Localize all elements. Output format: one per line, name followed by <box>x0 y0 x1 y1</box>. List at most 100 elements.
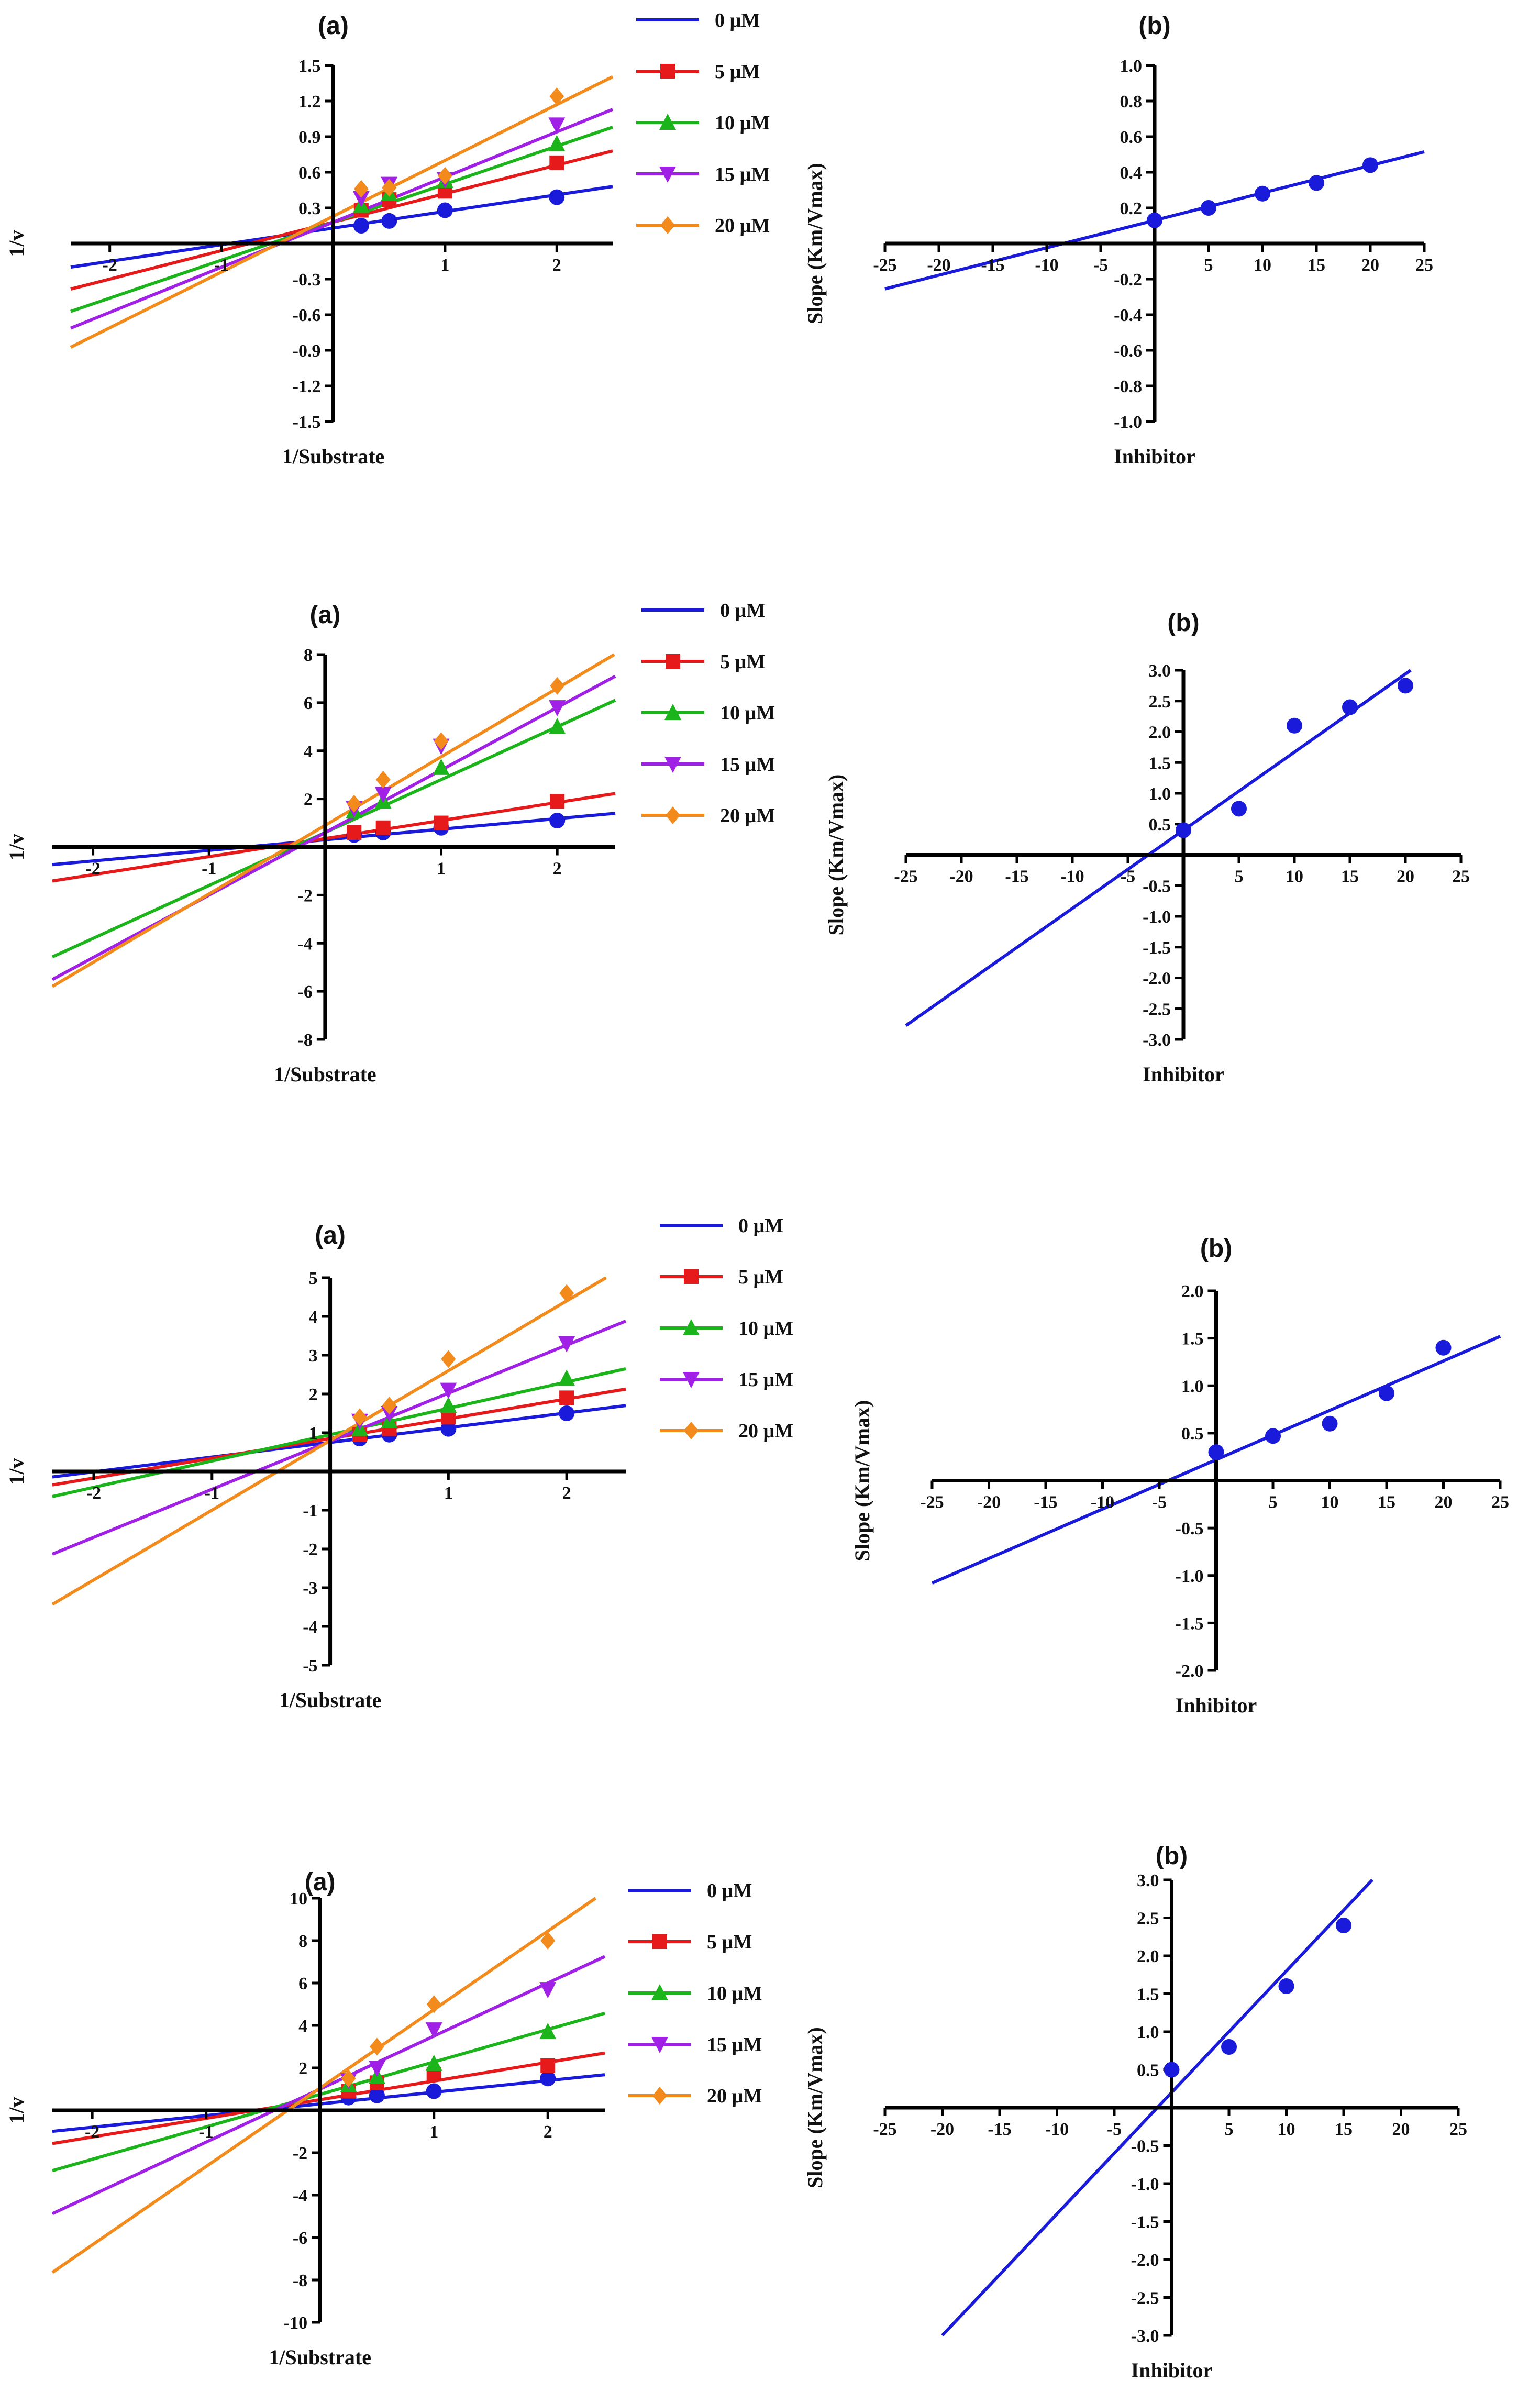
legend-marker-r3a-10 <box>683 1319 700 1335</box>
y-tick-label-r4b: 1.5 <box>1137 1985 1159 2005</box>
y-tick-label-r3a: -2 <box>303 1540 317 1559</box>
data-point-r4a-20-3 <box>540 1932 556 1950</box>
data-point-r2b-0-4 <box>1398 678 1413 694</box>
data-point-r2a-10-2 <box>433 758 450 775</box>
y-tick-label-r2a: -4 <box>298 934 313 954</box>
y-tick-label-r4a: -10 <box>284 2313 307 2333</box>
x-tick-label-r1b: -25 <box>873 256 896 275</box>
legend-marker-r1a-10 <box>659 114 676 130</box>
legend-marker-r2a-20 <box>666 806 680 824</box>
y-tick-label-r1b: 0.8 <box>1120 92 1143 112</box>
y-tick-label-r2a: 8 <box>304 646 313 665</box>
x-tick-label-r2b: -15 <box>1005 867 1028 887</box>
x-axis-title-r3a: 1/Substrate <box>279 1688 382 1712</box>
fit-line-r3a-15 <box>51 1320 627 1556</box>
y-tick-label-r4b: 2.0 <box>1137 1947 1159 1966</box>
x-tick-label-r2b: -25 <box>894 867 917 887</box>
x-tick-label-r2a: 1 <box>437 859 446 879</box>
y-tick-label-r4a: -4 <box>293 2186 307 2206</box>
legend-marker-r4a-15 <box>651 2037 668 2053</box>
x-tick-label-r4b: -20 <box>930 2120 954 2139</box>
legend-label-r3a-10: 10 µM <box>738 1317 793 1339</box>
y-tick-label-r3a: -5 <box>303 1656 317 1676</box>
data-point-r2a-5-2 <box>434 815 449 830</box>
data-point-r1a-20-0 <box>353 180 369 198</box>
x-tick-label-r2b: 25 <box>1452 867 1470 887</box>
x-tick-label-r1b: 20 <box>1361 256 1379 275</box>
y-tick-label-r2a: -6 <box>298 982 313 1002</box>
x-tick-label-r1a: -1 <box>214 256 229 275</box>
data-point-r1b-0-3 <box>1309 175 1324 191</box>
data-point-r2b-0-0 <box>1176 822 1191 838</box>
data-point-r2a-15-3 <box>549 700 566 717</box>
y-tick-label-r4b: 0.5 <box>1137 2061 1159 2080</box>
y-tick-label-r1b: -0.4 <box>1114 306 1142 325</box>
data-point-r1a-0-1 <box>381 213 397 229</box>
y-tick-label-r4b: -1.5 <box>1131 2213 1159 2232</box>
data-point-r2b-0-1 <box>1231 801 1247 817</box>
data-point-r2a-5-0 <box>347 825 362 840</box>
x-tick-label-r4b: -15 <box>988 2120 1011 2139</box>
panel-title-r3a: (a) <box>315 1222 346 1249</box>
x-axis-title-r4b: Inhibitor <box>1131 2358 1213 2382</box>
legend-label-r2a-15: 15 µM <box>720 754 775 776</box>
legend-marker-r3a-15 <box>683 1372 700 1388</box>
data-point-r1b-0-2 <box>1255 185 1270 202</box>
y-axis-title-r2b: Slope (Km/Vmax) <box>824 774 848 936</box>
x-tick-label-r1b: -10 <box>1035 256 1058 275</box>
panel-title-r2a: (a) <box>310 601 341 629</box>
x-tick-label-r1a: -2 <box>103 256 117 275</box>
y-tick-label-r2a: 4 <box>304 742 313 761</box>
y-tick-label-r1a: 1.2 <box>298 92 321 112</box>
y-tick-label-r1a: -1.2 <box>293 377 321 396</box>
data-point-r1b-0-1 <box>1201 200 1216 216</box>
y-tick-label-r3a: 1 <box>309 1424 318 1443</box>
x-tick-label-r4a: -1 <box>198 2122 213 2142</box>
data-point-r1a-0-0 <box>353 218 369 234</box>
y-tick-label-r3a: 4 <box>309 1308 318 1327</box>
chart-r2b: -25 -20 -15 -10 -5 5 10 15 20 25 -3.0 -2.5 -2.0 -1.5 -… <box>824 609 1470 1086</box>
data-point-r3b-0-1 <box>1265 1428 1281 1444</box>
fit-line-r2a-20 <box>51 653 615 988</box>
x-tick-label-r4a: 1 <box>429 2122 438 2142</box>
legend-label-r2a-0: 0 µM <box>720 600 765 622</box>
legend-label-r2a-20: 20 µM <box>720 805 775 827</box>
data-point-r4a-10-3 <box>539 2023 557 2040</box>
y-tick-label-r4a: 8 <box>298 1932 307 1951</box>
y-tick-label-r4a: 6 <box>298 1974 307 1994</box>
y-tick-label-r3b: -2.0 <box>1176 1662 1204 1681</box>
data-point-r3b-0-0 <box>1208 1444 1224 1460</box>
legend-marker-r1a-15 <box>659 167 676 183</box>
data-point-r4b-0-2 <box>1278 1978 1294 1994</box>
data-point-r3a-20-0 <box>352 1408 368 1426</box>
y-tick-label-r2b: 2.5 <box>1149 692 1171 712</box>
data-point-r2a-10-3 <box>549 717 566 734</box>
x-tick-label-r3b: 10 <box>1321 1493 1339 1512</box>
y-tick-label-r4b: -2.5 <box>1131 2289 1159 2308</box>
x-tick-label-r4a: -2 <box>85 2122 99 2142</box>
legend-marker-r4a-10 <box>651 1984 668 2000</box>
y-axis-title-r2a: 1/v <box>5 834 28 860</box>
data-point-r4a-0-2 <box>426 2083 442 2099</box>
data-point-r3a-20-3 <box>559 1284 574 1302</box>
legend-label-r3a-0: 0 µM <box>738 1215 783 1237</box>
y-tick-label-r3a: -1 <box>303 1501 317 1521</box>
panel-title-r1a: (a) <box>318 12 349 40</box>
legend-label-r2a-5: 5 µM <box>720 651 765 673</box>
legend-marker-r2a-10 <box>664 704 681 720</box>
legend-marker-r2a-15 <box>664 757 681 773</box>
data-point-r2a-20-3 <box>550 677 565 695</box>
x-axis-title-r1b: Inhibitor <box>1114 445 1195 468</box>
y-tick-label-r1a: -0.3 <box>293 270 321 290</box>
x-tick-label-r3b: -20 <box>977 1493 1001 1512</box>
data-point-r1a-20-3 <box>549 87 564 105</box>
legend-label-r1a-5: 5 µM <box>715 61 760 83</box>
data-point-r2a-5-3 <box>550 794 565 809</box>
fit-line-r3a-0 <box>52 1404 626 1479</box>
y-tick-label-r2b: 0.5 <box>1149 815 1171 835</box>
legend-label-r4a-0: 0 µM <box>707 1880 752 1902</box>
data-point-r4a-0-1 <box>369 2087 385 2103</box>
x-tick-label-r1b: 15 <box>1308 256 1325 275</box>
data-point-r4b-0-3 <box>1336 1918 1351 1933</box>
y-tick-label-r3b: -0.5 <box>1176 1519 1204 1538</box>
